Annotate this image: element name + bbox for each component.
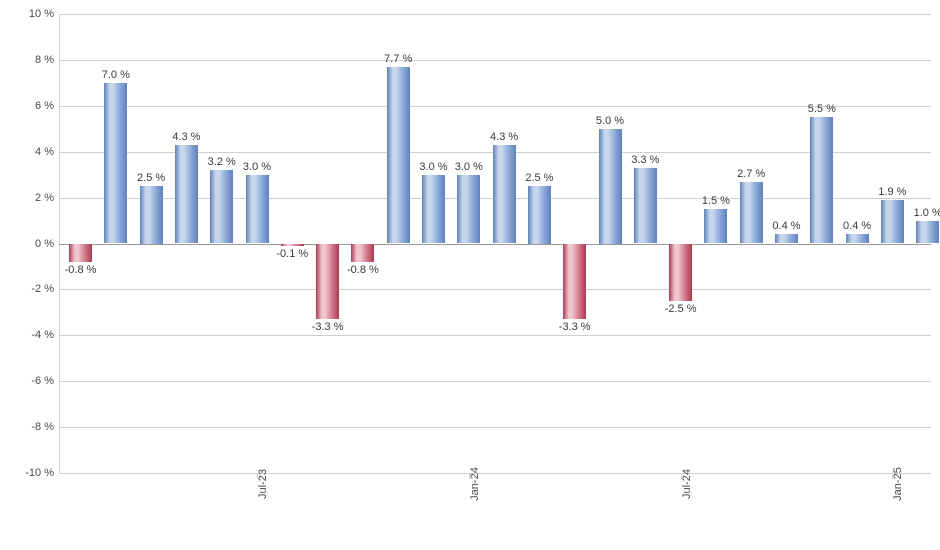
bar-value-label: 3.0 % <box>455 161 483 173</box>
x-tick-label: Jul-24 <box>681 469 693 499</box>
bar <box>634 168 657 244</box>
gridline <box>59 427 931 428</box>
bar <box>140 186 163 243</box>
gridline <box>59 106 931 107</box>
bar <box>457 175 480 244</box>
bar-value-label: 0.4 % <box>843 220 871 232</box>
bar-value-label: -0.8 % <box>347 264 379 276</box>
bar <box>810 117 833 243</box>
bar-value-label: -0.8 % <box>65 264 97 276</box>
bar-value-label: 2.5 % <box>525 172 553 184</box>
gridline <box>59 60 931 61</box>
gridline <box>59 289 931 290</box>
zero-gridline <box>59 244 931 245</box>
x-tick-label: Jul-23 <box>257 469 269 499</box>
bar-value-label: 2.5 % <box>137 172 165 184</box>
y-tick-label: 4 % <box>35 146 54 158</box>
percent-bar-chart: -10 % -8 % -6 % -4 % -2 % 0 % 2 % 4 % 6 % 8 % 10 %… <box>0 0 940 550</box>
y-tick-label: -8 % <box>31 421 54 433</box>
bar <box>599 129 622 244</box>
bar <box>281 244 304 246</box>
y-tick-label: -10 % <box>25 467 54 479</box>
x-tick-label: Jan-25 <box>892 467 904 501</box>
bar <box>210 170 233 243</box>
bar <box>528 186 551 243</box>
bar-value-label: 1.9 % <box>878 186 906 198</box>
bar-value-label: 3.0 % <box>243 161 271 173</box>
bar <box>69 244 92 262</box>
bar-value-label: 5.5 % <box>808 103 836 115</box>
bar-value-label: 3.0 % <box>419 161 447 173</box>
bar-value-label: 1.0 % <box>914 207 940 219</box>
bar <box>563 244 586 320</box>
bar <box>246 175 269 244</box>
bar-value-label: 4.3 % <box>172 131 200 143</box>
bar <box>104 83 127 244</box>
bar <box>775 234 798 243</box>
y-tick-label: -2 % <box>31 283 54 295</box>
bar <box>916 221 939 244</box>
gridline <box>59 381 931 382</box>
bar <box>351 244 374 262</box>
bar-value-label: -3.3 % <box>559 321 591 333</box>
bar <box>175 145 198 244</box>
bar-value-label: 2.7 % <box>737 168 765 180</box>
bar <box>846 234 869 243</box>
bar-value-label: 5.0 % <box>596 115 624 127</box>
y-tick-label: -4 % <box>31 329 54 341</box>
bar <box>493 145 516 244</box>
bar <box>316 244 339 320</box>
bar-value-label: 4.3 % <box>490 131 518 143</box>
bar-value-label: -0.1 % <box>276 248 308 260</box>
y-tick-label: 6 % <box>35 100 54 112</box>
gridline <box>59 14 931 15</box>
y-tick-label: 0 % <box>35 238 54 250</box>
y-tick-label: -6 % <box>31 375 54 387</box>
bar <box>387 67 410 244</box>
bar <box>740 182 763 244</box>
y-tick-label: 2 % <box>35 192 54 204</box>
bar-value-label: -2.5 % <box>665 303 697 315</box>
bar <box>881 200 904 244</box>
bar <box>422 175 445 244</box>
bar-value-label: 1.5 % <box>702 195 730 207</box>
gridline <box>59 335 931 336</box>
bar-value-label: 3.3 % <box>631 154 659 166</box>
bar-value-label: 7.0 % <box>102 69 130 81</box>
bar-value-label: 7.7 % <box>384 53 412 65</box>
y-tick-label: 8 % <box>35 54 54 66</box>
bar-value-label: 0.4 % <box>772 220 800 232</box>
gridline <box>59 473 931 474</box>
bar <box>704 209 727 243</box>
bar-value-label: 3.2 % <box>208 156 236 168</box>
bar <box>669 244 692 301</box>
y-tick-label: 10 % <box>29 8 54 20</box>
bar-value-label: -3.3 % <box>312 321 344 333</box>
x-tick-label: Jan-24 <box>469 467 481 501</box>
